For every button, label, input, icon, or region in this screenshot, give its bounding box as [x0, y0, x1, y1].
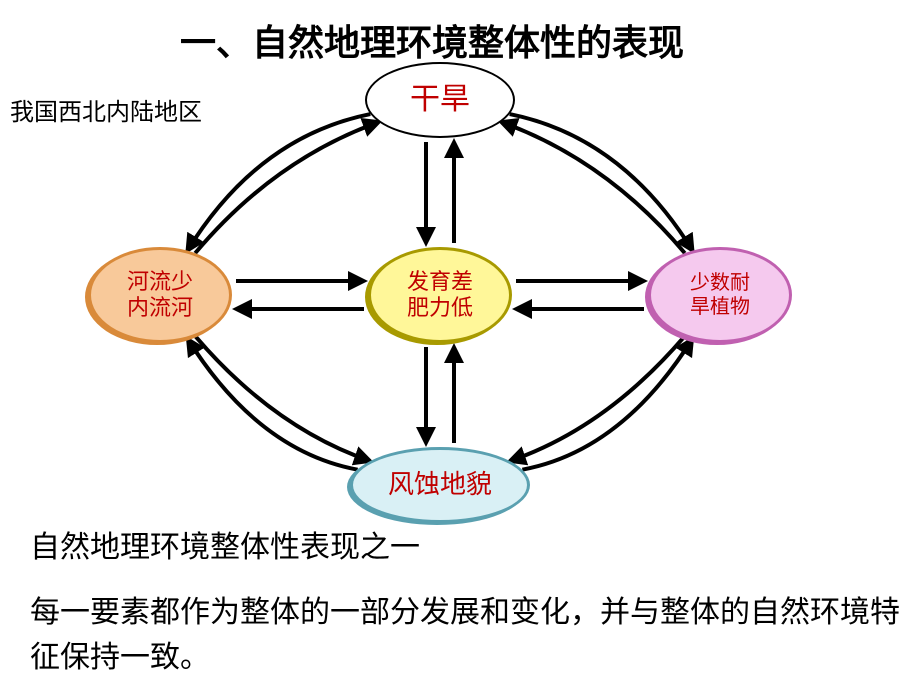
- node-soil: 发育差肥力低: [368, 247, 512, 343]
- node-text: 肥力低: [407, 295, 473, 321]
- node-text: 风蚀地貌: [388, 469, 492, 500]
- node-text: 河流少: [127, 269, 193, 295]
- caption-line-1: 自然地理环境整体性表现之一: [30, 525, 420, 570]
- node-rivers: 河流少内流河: [88, 247, 232, 343]
- node-drought: 干旱: [365, 62, 515, 138]
- page-title: 一、自然地理环境整体性的表现: [180, 14, 684, 66]
- node-text: 旱植物: [690, 295, 750, 319]
- node-text: 少数耐: [690, 271, 750, 295]
- node-text: 内流河: [127, 295, 193, 321]
- region-label: 我国西北内陆地区: [10, 92, 202, 127]
- node-landform: 风蚀地貌: [350, 447, 530, 523]
- node-plants: 少数耐旱植物: [648, 247, 792, 343]
- caption-line-2: 每一要素都作为整体的一部分发展和变化，并与整体的自然环境特征保持一致。: [30, 590, 900, 680]
- node-text: 干旱: [410, 82, 470, 118]
- node-text: 发育差: [407, 269, 473, 295]
